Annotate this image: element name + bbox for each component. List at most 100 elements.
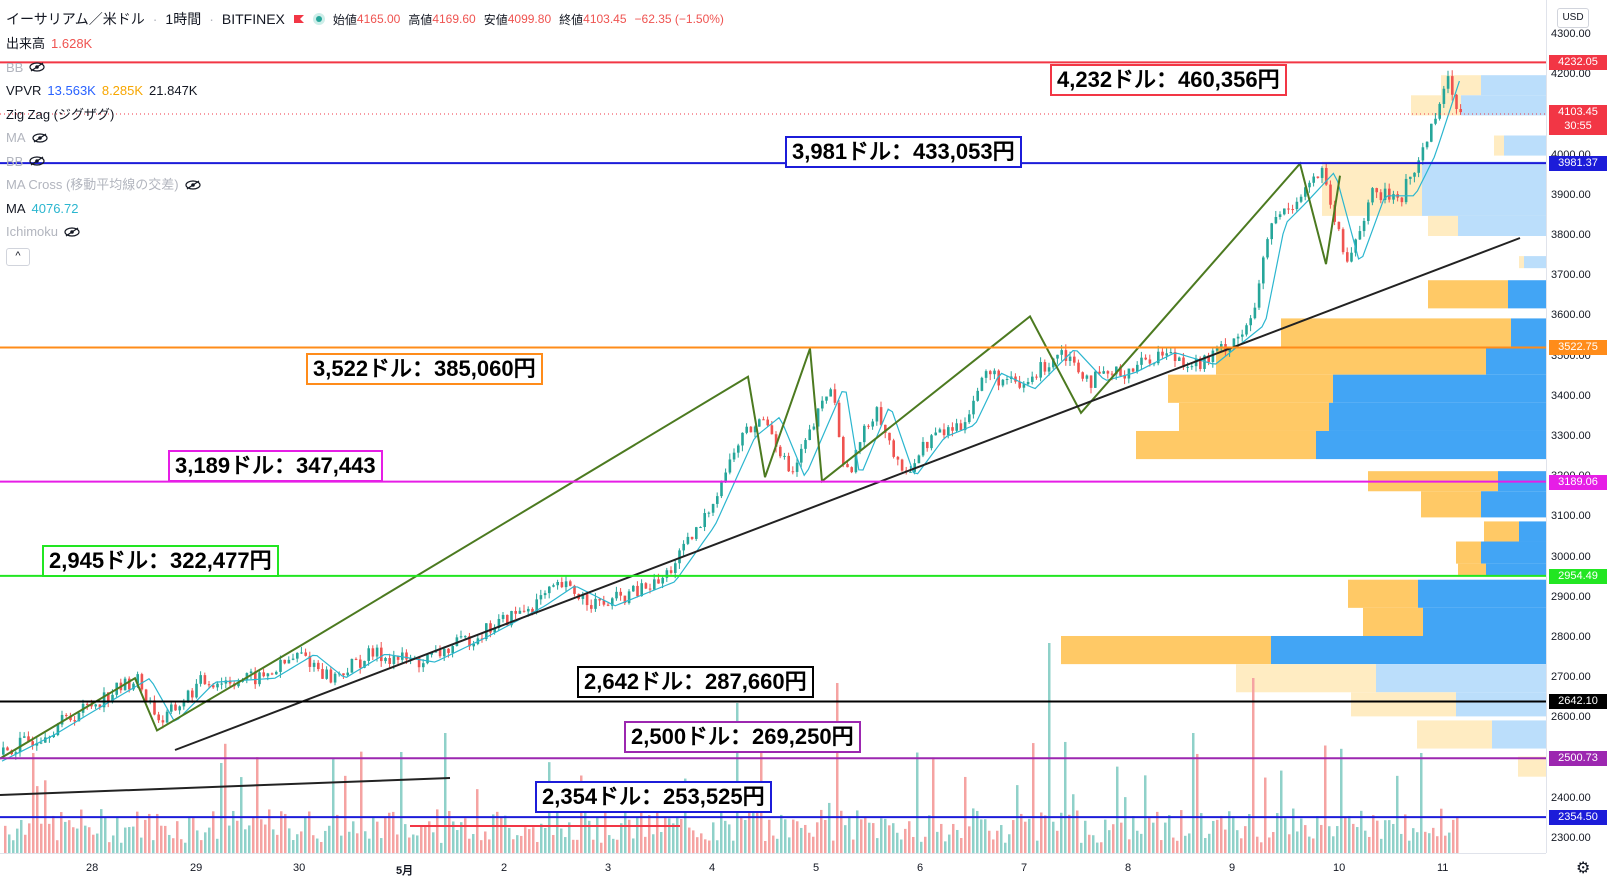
volume-bar	[856, 810, 859, 853]
candle-body	[648, 588, 652, 590]
candle-body	[1442, 88, 1446, 104]
time-tick: 29	[190, 862, 203, 874]
volume-bar	[500, 817, 503, 853]
interval-label[interactable]: 1時間	[165, 11, 202, 27]
candle-body	[1211, 350, 1215, 362]
volume-bar	[180, 839, 183, 853]
volume-bar	[40, 823, 43, 853]
candle-body	[816, 408, 820, 427]
candle-body	[1123, 375, 1126, 379]
volume-bar	[116, 817, 119, 853]
candle-body	[657, 579, 660, 584]
candle-body	[128, 678, 131, 690]
annotation-2354[interactable]: 2,354ドル：253,525円	[535, 781, 772, 813]
candle-body	[787, 455, 790, 472]
volume-bar	[872, 823, 875, 853]
candle-body	[178, 706, 181, 711]
currency-button[interactable]: USD	[1557, 8, 1589, 28]
red-flag-icon[interactable]	[293, 14, 305, 24]
volume-bar	[824, 819, 827, 853]
candle-body	[564, 581, 568, 588]
indicator-ma-1[interactable]: MA	[6, 126, 724, 150]
candle-body	[1455, 94, 1458, 110]
volume-bar	[1268, 837, 1271, 853]
candle-body	[821, 400, 824, 409]
volume-bar	[1452, 819, 1455, 853]
volume-bar	[348, 831, 351, 853]
annotation-3189[interactable]: 3,189ドル：347,443	[168, 450, 383, 482]
candle-body	[1299, 196, 1303, 202]
candle-body	[1039, 362, 1042, 378]
volume-bar	[1052, 821, 1055, 853]
indicator-ma-cross[interactable]: MA Cross (移動平均線の交差)	[6, 173, 724, 197]
candle-body	[1094, 371, 1097, 388]
time-tick: 11	[1437, 862, 1449, 874]
indicator-vpvr[interactable]: VPVR 13.563K 8.285K 21.847K	[6, 79, 724, 103]
eye-off-icon[interactable]	[185, 180, 201, 190]
open-value: 4165.00	[356, 12, 401, 26]
eye-off-icon[interactable]	[29, 62, 45, 72]
candle-body	[741, 432, 744, 446]
volume-bar	[1248, 814, 1251, 853]
chart-pane[interactable]: イーサリアム／米ドル · 1時間 · BITFINEX 始値 4165.00 高値…	[0, 0, 1546, 853]
annotation-4232[interactable]: 4,232ドル：460,356円	[1050, 64, 1287, 96]
annotation-3981[interactable]: 3,981ドル：433,053円	[785, 136, 1022, 168]
volume-bar	[820, 809, 823, 853]
volume-bar	[20, 819, 23, 853]
time-axis[interactable]: 28 29 30 5月 2 3 4 5 6 7 8 9 10 11	[0, 853, 1546, 883]
eye-off-icon[interactable]	[29, 156, 45, 166]
annotation-2945[interactable]: 2,945ドル：322,477円	[42, 545, 279, 577]
volume-bar	[984, 819, 987, 853]
volume-bar	[1332, 836, 1335, 853]
indicator-bb-2[interactable]: BB	[6, 150, 724, 174]
candle-body	[1392, 194, 1395, 200]
volume-bar	[400, 751, 403, 853]
candle-body	[1022, 384, 1026, 388]
candle-body	[858, 442, 862, 450]
candle-body	[1106, 371, 1110, 374]
annotation-2642[interactable]: 2,642ドル：287,660円	[577, 666, 814, 698]
price-axis[interactable]: 4300.004200.004100.004000.003900.003800.…	[1546, 0, 1611, 853]
symbol-name[interactable]: イーサリアム／米ドル	[6, 11, 145, 27]
candle-body	[527, 608, 530, 612]
volume-bar	[1120, 822, 1123, 853]
volume-bar	[244, 829, 247, 853]
price-tag: 3522.75	[1549, 340, 1607, 356]
volume-bar	[376, 821, 379, 853]
volume-bar	[868, 822, 871, 853]
candle-body	[879, 407, 883, 425]
volume-bar	[1152, 822, 1155, 853]
indicator-zigzag[interactable]: Zig Zag (ジグザグ)	[6, 103, 724, 127]
eye-off-icon[interactable]	[64, 227, 80, 237]
annotation-2500[interactable]: 2,500ドル：269,250円	[624, 721, 861, 753]
vpvr-bar-orange	[1484, 521, 1519, 542]
volume-bar	[204, 832, 207, 853]
candle-body	[287, 659, 291, 664]
volume-bar	[1184, 835, 1187, 853]
volume-bar	[1192, 733, 1195, 853]
indicator-ma-2[interactable]: MA 4076.72	[6, 197, 724, 221]
eye-off-icon[interactable]	[31, 133, 48, 143]
volume-bar	[692, 830, 695, 853]
candle-body	[783, 455, 786, 457]
volume-bar	[952, 823, 955, 853]
candle-body	[842, 437, 845, 465]
volume-bar	[580, 775, 583, 853]
indicator-bb-1[interactable]: BB	[6, 56, 724, 80]
annotation-3522[interactable]: 3,522ドル：385,060円	[306, 353, 543, 385]
collapse-legend-button[interactable]: ^	[6, 248, 30, 267]
candle-body	[472, 643, 475, 647]
indicator-volume[interactable]: 出来高 1.628K	[6, 32, 724, 56]
exchange-label: BITFINEX	[221, 11, 285, 27]
price-tick: 3100.00	[1551, 510, 1591, 523]
volume-bar	[1100, 842, 1103, 853]
time-tick: 9	[1229, 862, 1236, 874]
chart-canvas[interactable]	[0, 0, 1546, 853]
indicator-ichimoku[interactable]: Ichimoku	[6, 220, 724, 244]
volume-bar	[300, 831, 303, 853]
volume-bar	[72, 827, 75, 853]
candle-body	[1056, 354, 1059, 359]
gear-icon[interactable]: ⚙	[1576, 860, 1591, 877]
volume-bar	[840, 810, 843, 853]
volume-bar	[924, 836, 927, 853]
